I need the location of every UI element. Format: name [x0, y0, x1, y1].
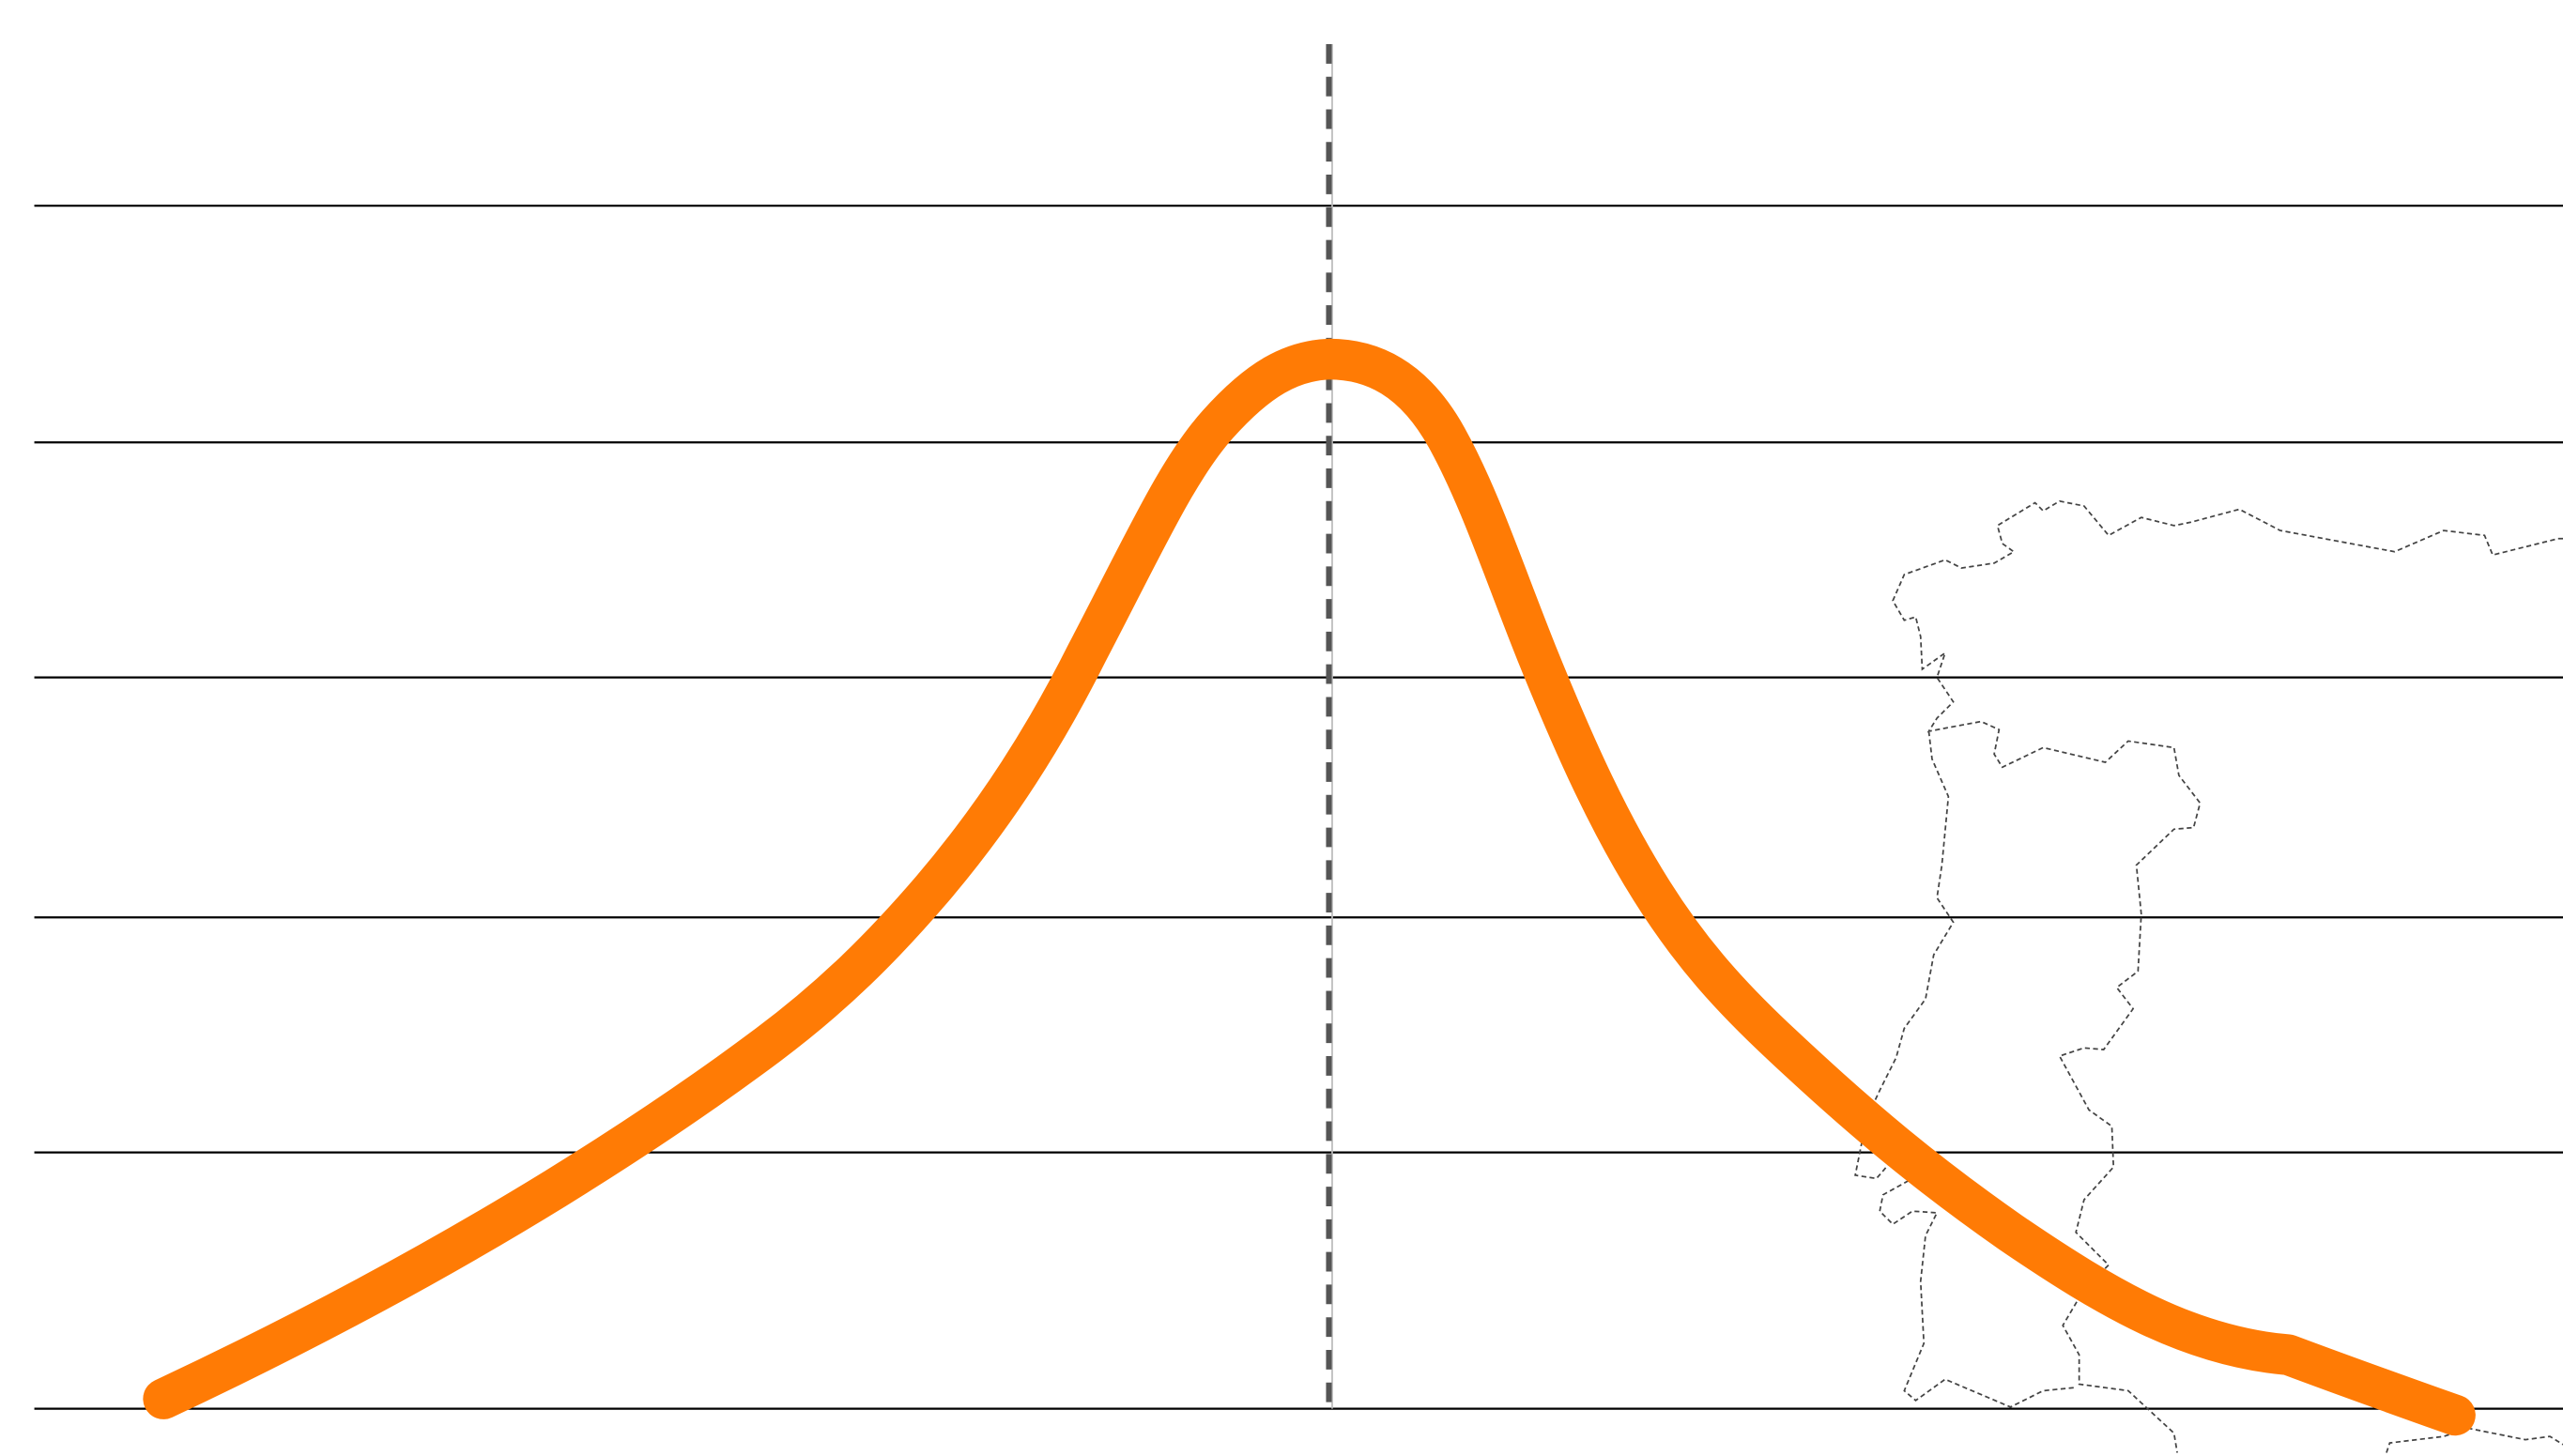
curve	[143, 338, 2476, 1436]
horizontal-lines	[34, 204, 2563, 1410]
map-outline	[1854, 499, 2563, 1453]
